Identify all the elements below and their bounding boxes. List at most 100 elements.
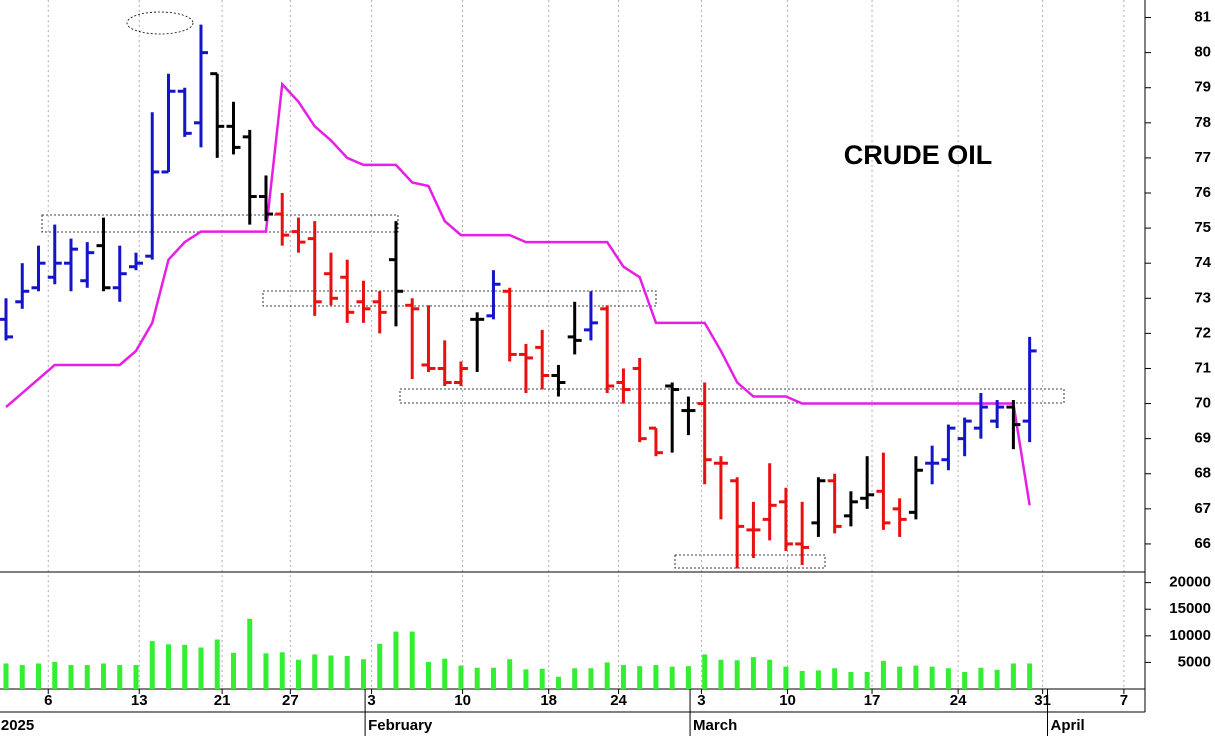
volume-bar (182, 644, 188, 689)
volume-bar (279, 652, 285, 689)
month-label: 2025 (1, 717, 34, 734)
volume-bar (929, 666, 935, 689)
x-tick-label: 31 (1034, 692, 1051, 709)
volume-bar (1010, 663, 1016, 689)
volume-bar (68, 665, 74, 689)
y-tick-label: 68 (1194, 465, 1211, 482)
volume-bar (409, 631, 415, 689)
volume-bar (377, 643, 383, 689)
volume-bar (913, 665, 919, 689)
volume-bar (1027, 663, 1033, 689)
volume-bar (149, 641, 155, 689)
y-tick-label: 66 (1194, 535, 1211, 552)
y-tick-label: 73 (1194, 289, 1211, 306)
annotation-ellipse (126, 11, 194, 35)
volume-bar (572, 668, 578, 689)
annotation-box (41, 214, 399, 233)
volume-bar (425, 661, 431, 689)
volume-bar (198, 647, 204, 689)
volume-bar (767, 659, 773, 689)
volume-bar (165, 644, 171, 689)
volume-bar (84, 665, 90, 689)
y-tick-label: 76 (1194, 184, 1211, 201)
volume-bar (393, 631, 399, 689)
volume-bar (52, 661, 58, 689)
volume-bar (848, 671, 854, 689)
volume-bar (360, 659, 366, 689)
volume-bar (620, 665, 626, 689)
volume-bar (247, 618, 253, 689)
y-tick-label: 72 (1194, 324, 1211, 341)
volume-bar (750, 657, 756, 689)
volume-bar (783, 666, 789, 689)
volume-bar (864, 671, 870, 689)
y-tick-label: 67 (1194, 500, 1211, 517)
volume-bar (734, 660, 740, 689)
volume-bar (474, 667, 480, 689)
volume-bar (880, 660, 886, 689)
volume-bar (523, 669, 529, 689)
moving-average (5, 81, 1031, 506)
volume-bar (994, 669, 1000, 689)
y-tick-label: 78 (1194, 114, 1211, 131)
x-tick-label: 18 (540, 692, 557, 709)
volume-bar (555, 676, 561, 689)
month-label: March (693, 717, 737, 734)
volume-bar (490, 667, 496, 689)
x-tick-label: 7 (1120, 692, 1128, 709)
volume-bar (897, 666, 903, 689)
volume-bar (133, 665, 139, 689)
volume-bar (945, 668, 951, 689)
y-tick-label: 69 (1194, 430, 1211, 447)
volume-bar (588, 668, 594, 689)
x-tick-label: 10 (454, 692, 471, 709)
volume-bar (442, 658, 448, 689)
volume-bar (669, 666, 675, 689)
y-tick-label: 81 (1194, 9, 1211, 26)
volume-bar (702, 654, 708, 689)
annotation-box (262, 290, 657, 307)
volume-bar (458, 665, 464, 689)
volume-bar (230, 652, 236, 689)
y-tick-label: 70 (1194, 395, 1211, 412)
volume-bar (263, 653, 269, 689)
x-tick-label: 24 (950, 692, 967, 709)
volume-bar (832, 668, 838, 689)
volume-bar (507, 659, 513, 689)
y-tick-label: 71 (1194, 359, 1211, 376)
volume-bar (653, 665, 659, 689)
volume-tick-label: 20000 (1169, 574, 1211, 591)
volume-bar (718, 659, 724, 689)
volume-bar (685, 666, 691, 689)
y-tick-label: 75 (1194, 219, 1211, 236)
x-tick-label: 6 (44, 692, 52, 709)
annotation-box (674, 554, 826, 569)
x-tick-label: 21 (214, 692, 231, 709)
y-tick-label: 79 (1194, 79, 1211, 96)
volume-bar (978, 667, 984, 689)
volume-bar (3, 663, 9, 689)
x-tick-label: 13 (131, 692, 148, 709)
month-label: February (368, 717, 433, 734)
month-label: April (1051, 717, 1085, 734)
volume-bar (344, 656, 350, 689)
y-tick-label: 80 (1194, 44, 1211, 61)
x-tick-label: 17 (864, 692, 881, 709)
volume-bar (604, 662, 610, 689)
volume-bar (214, 639, 220, 689)
volume-bar (637, 666, 643, 689)
volume-bar (19, 665, 25, 689)
x-tick-label: 3 (697, 692, 705, 709)
x-tick-label: 27 (282, 692, 299, 709)
y-tick-label: 77 (1194, 149, 1211, 166)
x-tick-label: 3 (367, 692, 375, 709)
volume-bar (295, 659, 301, 689)
volume-bar (962, 671, 968, 689)
annotation-box (399, 388, 1065, 404)
volume-bar (799, 670, 805, 689)
volume-bar (815, 670, 821, 689)
x-tick-label: 10 (779, 692, 796, 709)
y-tick-label: 74 (1194, 254, 1211, 271)
